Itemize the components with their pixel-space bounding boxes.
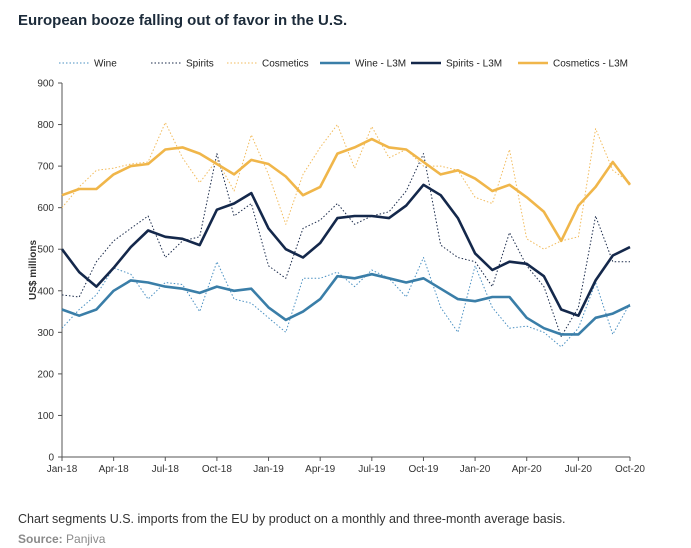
x-tick-label: Apr-20 [512, 464, 542, 475]
x-tick-label: Jan-18 [47, 464, 78, 475]
chart-series [60, 122, 632, 348]
y-tick-label: 0 [48, 453, 54, 464]
y-tick-label: 600 [37, 203, 54, 214]
y-tick-label: 300 [37, 328, 54, 339]
y-tick-label: 800 [37, 120, 54, 131]
legend-label: Spirits [186, 59, 214, 70]
legend-label: Cosmetics [262, 59, 309, 70]
x-tick-label: Jul-19 [358, 464, 386, 475]
chart-legend: Wine Spirits Cosmetics Wine - L3M Spirits - … [59, 59, 628, 70]
x-tick-label: Jul-18 [152, 464, 180, 475]
x-tick-label: Oct-20 [615, 464, 645, 475]
x-tick-label: Jan-20 [460, 464, 491, 475]
y-tick-label: 200 [37, 369, 54, 380]
x-tick-label: Apr-18 [99, 464, 129, 475]
y-tick-label: 900 [37, 79, 54, 90]
x-tick-label: Jul-20 [565, 464, 593, 475]
y-axis-label: US$ millions [28, 240, 39, 300]
legend-label: Wine - L3M [355, 59, 406, 70]
source-value: Panjiva [66, 532, 106, 546]
chart-title: European booze falling out of favor in t… [18, 12, 348, 29]
series-line-cosmetics-l3m [61, 137, 632, 243]
chart-axes: 0 100 200 300 400 500 600 700 800 900 Jan-18 Apr-18… [28, 79, 645, 476]
x-tick-label: Oct-18 [202, 464, 232, 475]
x-tick-label: Oct-19 [408, 464, 438, 475]
source-label: Source: [18, 532, 63, 546]
y-tick-label: 500 [37, 245, 54, 256]
series-line-spirits-l3m [60, 183, 631, 318]
y-tick-label: 700 [37, 162, 54, 173]
series-line-spirits [61, 153, 630, 337]
line-chart: Wine Spirits Cosmetics Wine - L3M Spirits - … [28, 59, 645, 476]
legend-label: Wine [94, 59, 117, 70]
legend-label: Cosmetics - L3M [553, 59, 628, 70]
legend-label: Spirits - L3M [446, 59, 502, 70]
y-tick-label: 400 [37, 286, 54, 297]
x-tick-label: Apr-19 [305, 464, 335, 475]
y-tick-label: 100 [37, 411, 54, 422]
chart-source: Source: Panjiva [18, 532, 105, 546]
series-line-wine-l3m [61, 272, 631, 336]
series-line-cosmetics [61, 122, 631, 250]
x-tick-label: Jan-19 [253, 464, 284, 475]
series-line-wine [61, 257, 631, 348]
chart-caption: Chart segments U.S. imports from the EU … [18, 512, 566, 526]
